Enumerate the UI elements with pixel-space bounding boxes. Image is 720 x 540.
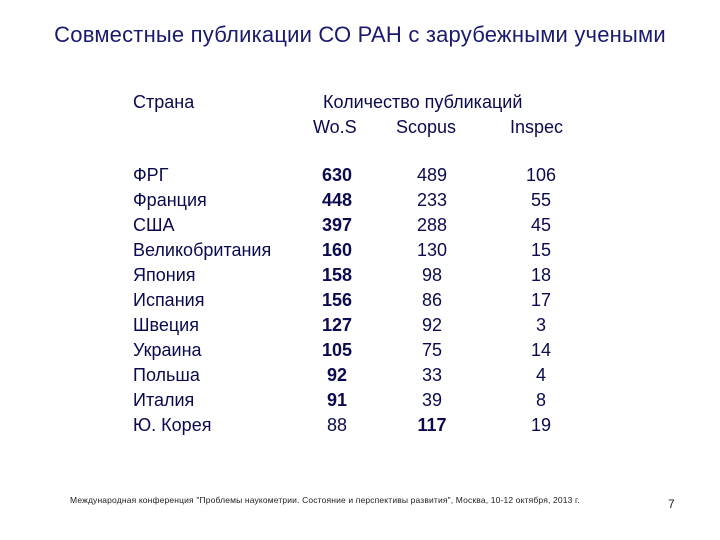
header-scopus: Scopus — [396, 117, 457, 137]
header-inspec: Inspec — [510, 117, 564, 137]
scopus-cell: 489 — [416, 165, 448, 185]
inspec-cell: 55 — [530, 190, 552, 210]
inspec-cell: 15 — [530, 240, 552, 260]
inspec-cell: 3 — [535, 315, 546, 335]
table-row: Испания 156 86 17 — [0, 288, 720, 313]
inspec-cell: 17 — [530, 290, 552, 310]
inspec-cell: 4 — [535, 365, 546, 385]
wos-cell: 397 — [321, 215, 353, 235]
country-cell: Швеция — [133, 315, 199, 335]
scopus-cell: 39 — [421, 390, 443, 410]
wos-cell: 630 — [321, 165, 353, 185]
slide-title: Совместные публикации СО РАН с зарубежны… — [54, 22, 666, 47]
table-row: Франция 448 233 55 — [0, 188, 720, 213]
inspec-cell: 8 — [535, 390, 546, 410]
inspec-cell: 45 — [530, 215, 552, 235]
table-row: Польша 92 33 4 — [0, 363, 720, 388]
table-row: ФРГ 630 489 106 — [0, 163, 720, 188]
country-cell: Франция — [133, 190, 207, 210]
inspec-cell: 19 — [530, 415, 552, 435]
scopus-cell: 33 — [421, 365, 443, 385]
scopus-cell: 288 — [416, 215, 448, 235]
table-row: США 397 288 45 — [0, 213, 720, 238]
scopus-cell: 98 — [421, 265, 443, 285]
header-publication-count: Количество публикаций — [323, 92, 523, 112]
table-row: Япония 158 98 18 — [0, 263, 720, 288]
scopus-cell: 233 — [416, 190, 448, 210]
scopus-cell: 75 — [421, 340, 443, 360]
page-number: 7 — [668, 497, 675, 511]
country-cell: Италия — [133, 390, 195, 410]
header-wos: Wo.S — [313, 117, 357, 137]
table-row: Италия 91 39 8 — [0, 388, 720, 413]
publication-table: ФРГ 630 489 106 Франция 448 233 55 США 3… — [0, 163, 720, 438]
scopus-cell: 130 — [416, 240, 448, 260]
wos-cell: 448 — [321, 190, 353, 210]
table-row: Великобритания 160 130 15 — [0, 238, 720, 263]
inspec-cell: 106 — [525, 165, 557, 185]
header-country: Страна — [133, 92, 195, 112]
table-row: Украина 105 75 14 — [0, 338, 720, 363]
scopus-cell: 86 — [421, 290, 443, 310]
wos-cell: 88 — [326, 415, 348, 435]
table-row: Швеция 127 92 3 — [0, 313, 720, 338]
inspec-cell: 14 — [530, 340, 552, 360]
wos-cell: 158 — [321, 265, 353, 285]
country-cell: США — [133, 215, 175, 235]
country-cell: Испания — [133, 290, 205, 310]
footer-text: Международная конференция "Проблемы наук… — [70, 495, 580, 505]
inspec-cell: 18 — [530, 265, 552, 285]
wos-cell: 160 — [321, 240, 353, 260]
wos-cell: 92 — [326, 365, 348, 385]
country-cell: Ю. Корея — [133, 415, 212, 435]
wos-cell: 91 — [326, 390, 348, 410]
scopus-cell: 92 — [421, 315, 443, 335]
country-cell: Украина — [133, 340, 202, 360]
country-cell: Польша — [133, 365, 200, 385]
table-row: Ю. Корея 88 117 19 — [0, 413, 720, 438]
wos-cell: 105 — [321, 340, 353, 360]
country-cell: ФРГ — [133, 165, 169, 185]
country-cell: Великобритания — [133, 240, 272, 260]
scopus-cell: 117 — [417, 415, 447, 435]
wos-cell: 156 — [321, 290, 353, 310]
wos-cell: 127 — [321, 315, 353, 335]
country-cell: Япония — [133, 265, 196, 285]
